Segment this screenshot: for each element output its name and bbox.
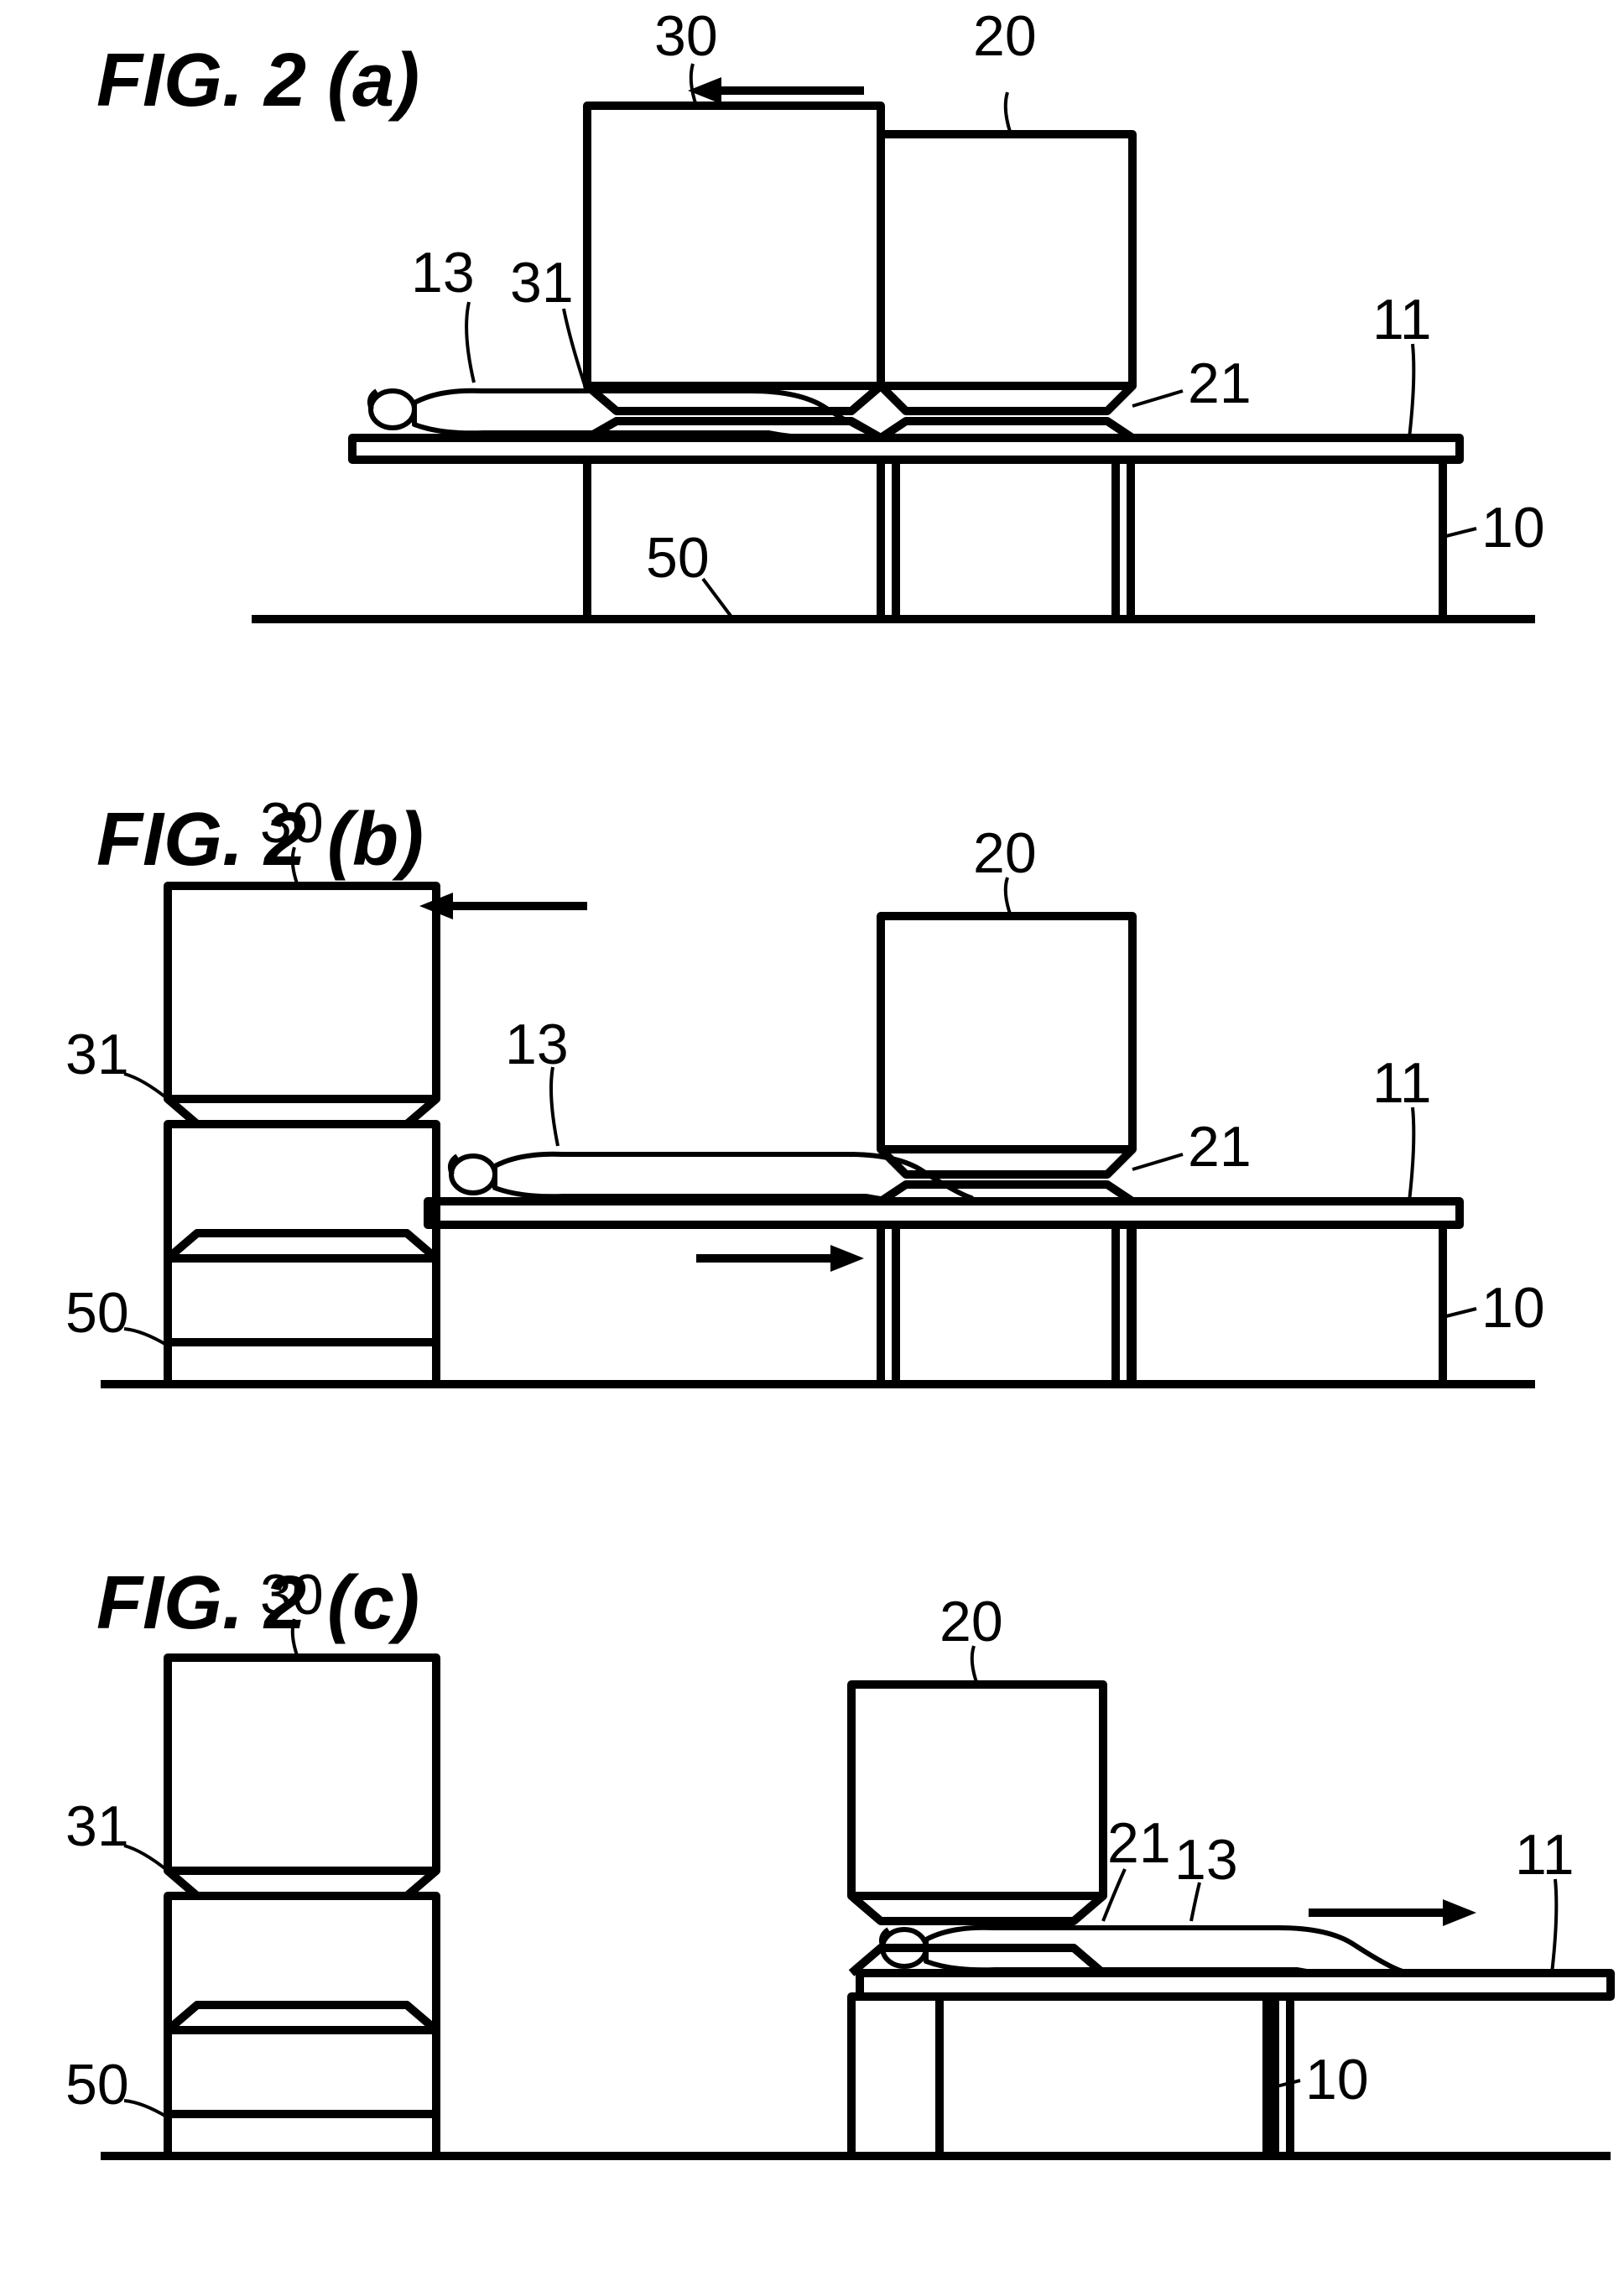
svg-text:30: 30: [260, 791, 324, 855]
gantry-30-lower: [168, 1124, 436, 1258]
carrier-50-upper: [168, 1258, 436, 1342]
arrow-right-icon: [696, 1245, 864, 1272]
svg-text:21: 21: [1188, 1115, 1252, 1179]
ref-num: 13: [411, 241, 475, 305]
ref-10: 10: [1267, 2048, 1369, 2112]
ref-num: 30: [654, 4, 718, 68]
panel-c: FIG. 2 (c) 3: [0, 1510, 1624, 2265]
carrier-50: [587, 460, 881, 619]
bed-base: [940, 1997, 1267, 2156]
svg-text:11: 11: [1515, 1823, 1575, 1887]
svg-text:13: 13: [1174, 1828, 1238, 1892]
ref-30: 30: [260, 791, 324, 886]
arrow-left-icon: [688, 77, 864, 104]
ref-20: 20: [973, 821, 1037, 916]
diagram-c: 30 31 50 20 21 13 11 10: [0, 1586, 1624, 2206]
arrow-right-icon: [1309, 1899, 1476, 1926]
arrow-left-icon: [419, 893, 587, 919]
svg-text:50: 50: [65, 1281, 129, 1345]
ref-10: 10: [1443, 1276, 1545, 1340]
panel-a: FIG. 2 (a): [0, 0, 1624, 738]
ref-num: 20: [973, 4, 1037, 68]
svg-text:20: 20: [940, 1590, 1003, 1653]
svg-text:10: 10: [1481, 1276, 1545, 1340]
svg-text:13: 13: [505, 1013, 569, 1076]
gantry-30: [587, 106, 881, 386]
svg-text:50: 50: [65, 2053, 129, 2117]
svg-text:31: 31: [65, 1794, 129, 1858]
svg-text:31: 31: [65, 1023, 129, 1086]
ref-50: 50: [65, 2053, 168, 2117]
ref-13: 13: [1174, 1828, 1238, 1921]
svg-text:20: 20: [973, 821, 1037, 885]
carrier-50-upper: [168, 2030, 436, 2114]
ref-11: 11: [1372, 288, 1432, 438]
ref-31: 31: [510, 251, 587, 393]
ref-50: 50: [646, 526, 733, 619]
table-top: [860, 1973, 1611, 1997]
ref-31: 31: [65, 1023, 168, 1099]
ref-13: 13: [411, 241, 475, 383]
svg-text:10: 10: [1305, 2048, 1369, 2112]
svg-text:21: 21: [1107, 1811, 1171, 1875]
ref-11: 11: [1515, 1823, 1575, 1973]
ref-num: 11: [1372, 288, 1432, 351]
bed-base: [1116, 1225, 1443, 1384]
panel-b: FIG. 2 (b): [0, 738, 1624, 1476]
carrier-50-lower: [168, 1342, 436, 1384]
ref-21: 21: [1132, 1115, 1252, 1179]
ref-num: 21: [1188, 351, 1252, 415]
ref-31: 31: [65, 1794, 168, 1871]
ref-20: 20: [973, 4, 1037, 134]
gantry-20-base: [881, 1225, 1132, 1384]
ref-13: 13: [505, 1013, 569, 1146]
gantry-30: [168, 1658, 436, 1871]
carrier-50-lower: [168, 2114, 436, 2156]
ref-30: 30: [260, 1563, 324, 1658]
ref-21: 21: [1132, 351, 1252, 415]
table-top: [352, 438, 1460, 460]
gantry-20: [881, 916, 1132, 1149]
ref-11: 11: [1372, 1051, 1432, 1201]
svg-text:30: 30: [260, 1563, 324, 1627]
gantry-20-base: [851, 1997, 940, 2156]
ref-num: 10: [1481, 496, 1545, 560]
ref-50: 50: [65, 1281, 168, 1346]
svg-text:11: 11: [1372, 1051, 1432, 1115]
gantry-20: [851, 1685, 1103, 1896]
diagram-a: 30 20 13 31 21 11 10 50: [0, 59, 1624, 671]
bed-base: [1116, 460, 1443, 619]
gantry-20: [881, 134, 1132, 386]
ref-20: 20: [940, 1590, 1003, 1685]
gantry-30: [168, 886, 436, 1099]
ref-num: 50: [646, 526, 710, 590]
gantry-30-lower: [168, 1896, 436, 2030]
ref-10: 10: [1443, 496, 1545, 560]
ref-21: 21: [1103, 1811, 1171, 1921]
ref-num: 31: [510, 251, 574, 315]
diagram-b: 30 20 31 13 21 11 10 50: [0, 814, 1624, 1435]
